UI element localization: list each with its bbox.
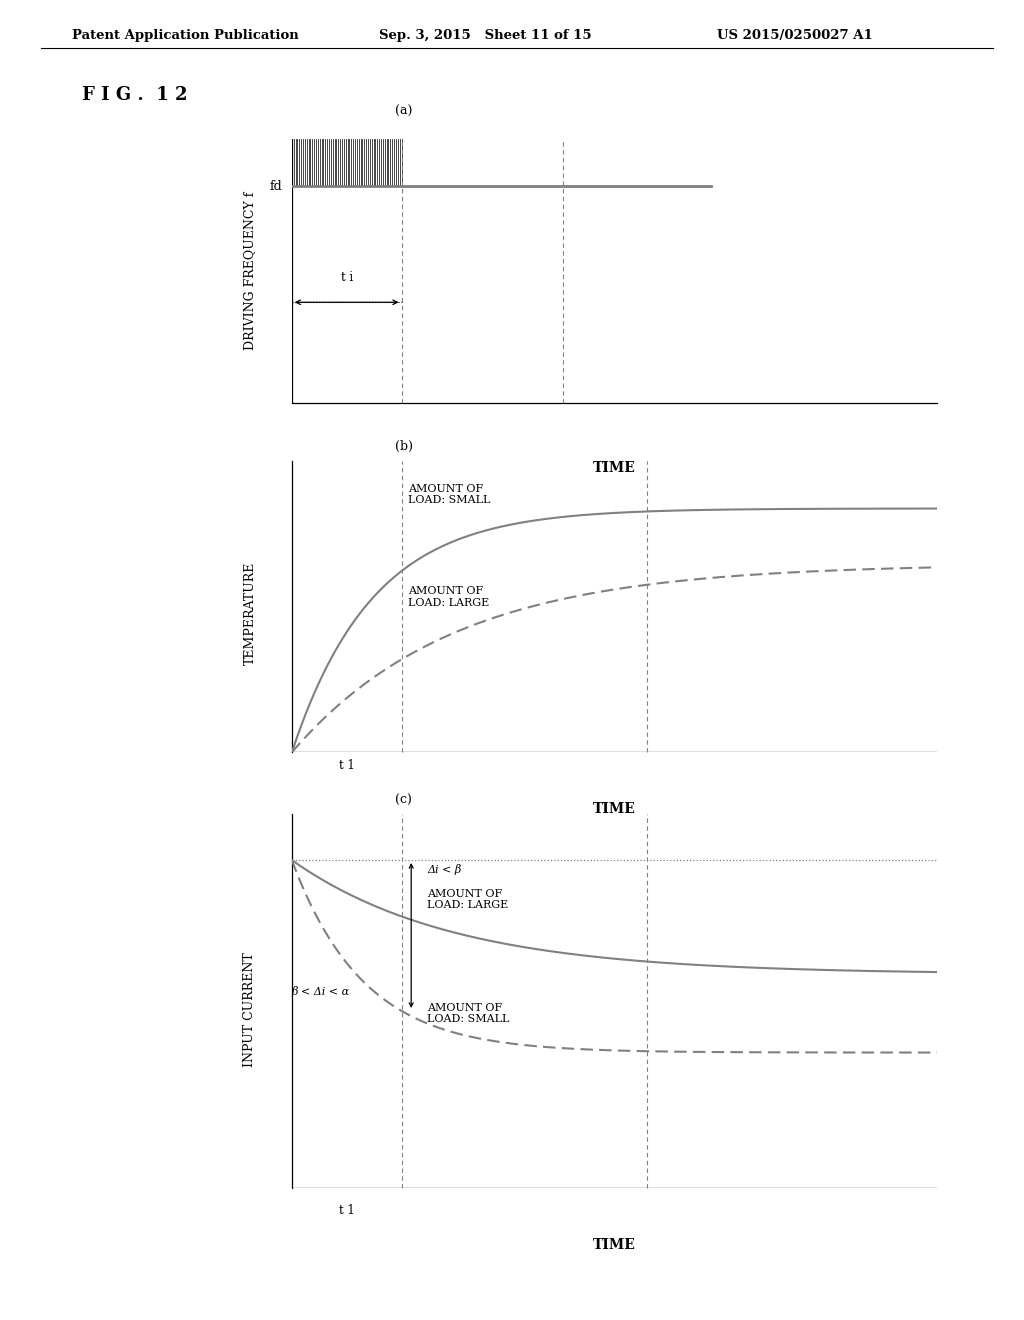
Text: Δi < β: Δi < β (427, 863, 462, 875)
Text: DRIVING FREQUENCY f: DRIVING FREQUENCY f (244, 191, 256, 350)
Text: AMOUNT OF
LOAD: LARGE: AMOUNT OF LOAD: LARGE (427, 888, 509, 911)
Text: Patent Application Publication: Patent Application Publication (72, 29, 298, 42)
Text: US 2015/0250027 A1: US 2015/0250027 A1 (717, 29, 872, 42)
Text: TIME: TIME (593, 803, 636, 816)
Text: F I G .  1 2: F I G . 1 2 (82, 86, 187, 104)
Text: TIME: TIME (593, 461, 636, 475)
Text: (c): (c) (395, 793, 412, 807)
Text: AMOUNT OF
LOAD: SMALL: AMOUNT OF LOAD: SMALL (427, 1003, 510, 1024)
Text: INPUT CURRENT: INPUT CURRENT (244, 953, 256, 1067)
Text: t 1: t 1 (339, 759, 354, 772)
Text: TEMPERATURE: TEMPERATURE (244, 562, 256, 665)
Text: t 1: t 1 (339, 1204, 354, 1217)
Text: (a): (a) (395, 104, 413, 117)
Text: (b): (b) (395, 440, 413, 453)
Text: Sep. 3, 2015   Sheet 11 of 15: Sep. 3, 2015 Sheet 11 of 15 (379, 29, 592, 42)
Text: AMOUNT OF
LOAD: SMALL: AMOUNT OF LOAD: SMALL (408, 483, 490, 506)
Text: t i: t i (341, 271, 352, 284)
Text: fd: fd (269, 180, 283, 193)
Text: β < Δi < α: β < Δi < α (292, 986, 350, 998)
Text: TIME: TIME (593, 1238, 636, 1251)
Text: AMOUNT OF
LOAD: LARGE: AMOUNT OF LOAD: LARGE (408, 586, 489, 607)
